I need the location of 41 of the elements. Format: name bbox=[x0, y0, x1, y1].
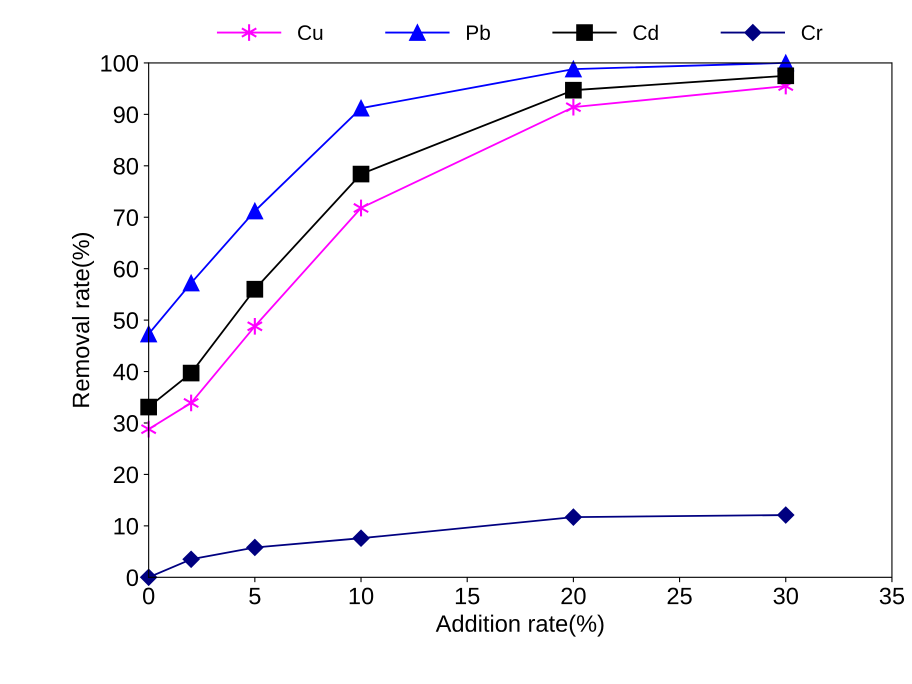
point bbox=[777, 506, 794, 524]
y-axis-title: Removal rate(%) bbox=[72, 233, 94, 407]
y-tick-label: 0 bbox=[126, 569, 138, 586]
point bbox=[565, 82, 582, 99]
x-tick-label: 20 bbox=[561, 588, 586, 604]
legend-label: Cu bbox=[298, 25, 322, 40]
point bbox=[182, 550, 200, 568]
point bbox=[777, 67, 794, 84]
y-tick-label: 100 bbox=[101, 54, 138, 72]
legend-label: Cr bbox=[802, 25, 822, 40]
point bbox=[352, 530, 370, 547]
legend-label: Cd bbox=[634, 24, 658, 40]
point bbox=[352, 166, 370, 182]
point bbox=[565, 60, 582, 78]
x-tick-label: 10 bbox=[350, 588, 374, 604]
y-tick-label: 70 bbox=[114, 209, 138, 226]
point bbox=[182, 274, 200, 292]
x-tick-label: 5 bbox=[249, 588, 260, 604]
x-tick-label: 15 bbox=[456, 588, 480, 604]
y-tick-label: 30 bbox=[114, 415, 138, 432]
point bbox=[246, 202, 264, 220]
y-tick-label: 80 bbox=[114, 158, 138, 175]
point bbox=[140, 398, 157, 416]
y-tick-label: 20 bbox=[114, 466, 138, 484]
y-tick-label: 90 bbox=[114, 106, 138, 124]
x-tick-label: 30 bbox=[774, 588, 798, 604]
x-tick-label: 25 bbox=[668, 588, 692, 604]
x-tick-label: 35 bbox=[880, 588, 904, 604]
point bbox=[182, 364, 200, 382]
point bbox=[564, 508, 582, 526]
legend-label: Pb bbox=[467, 24, 490, 40]
x-tick-label: 0 bbox=[143, 588, 154, 604]
point bbox=[246, 538, 264, 556]
y-tick-label: 60 bbox=[114, 260, 138, 278]
point bbox=[246, 280, 264, 298]
x-axis-title: Addition rate(%) bbox=[436, 614, 604, 637]
y-tick-label: 10 bbox=[114, 518, 138, 535]
y-tick-label: 50 bbox=[114, 312, 138, 329]
point bbox=[140, 326, 157, 342]
point bbox=[352, 100, 370, 117]
y-tick-label: 40 bbox=[113, 364, 138, 380]
